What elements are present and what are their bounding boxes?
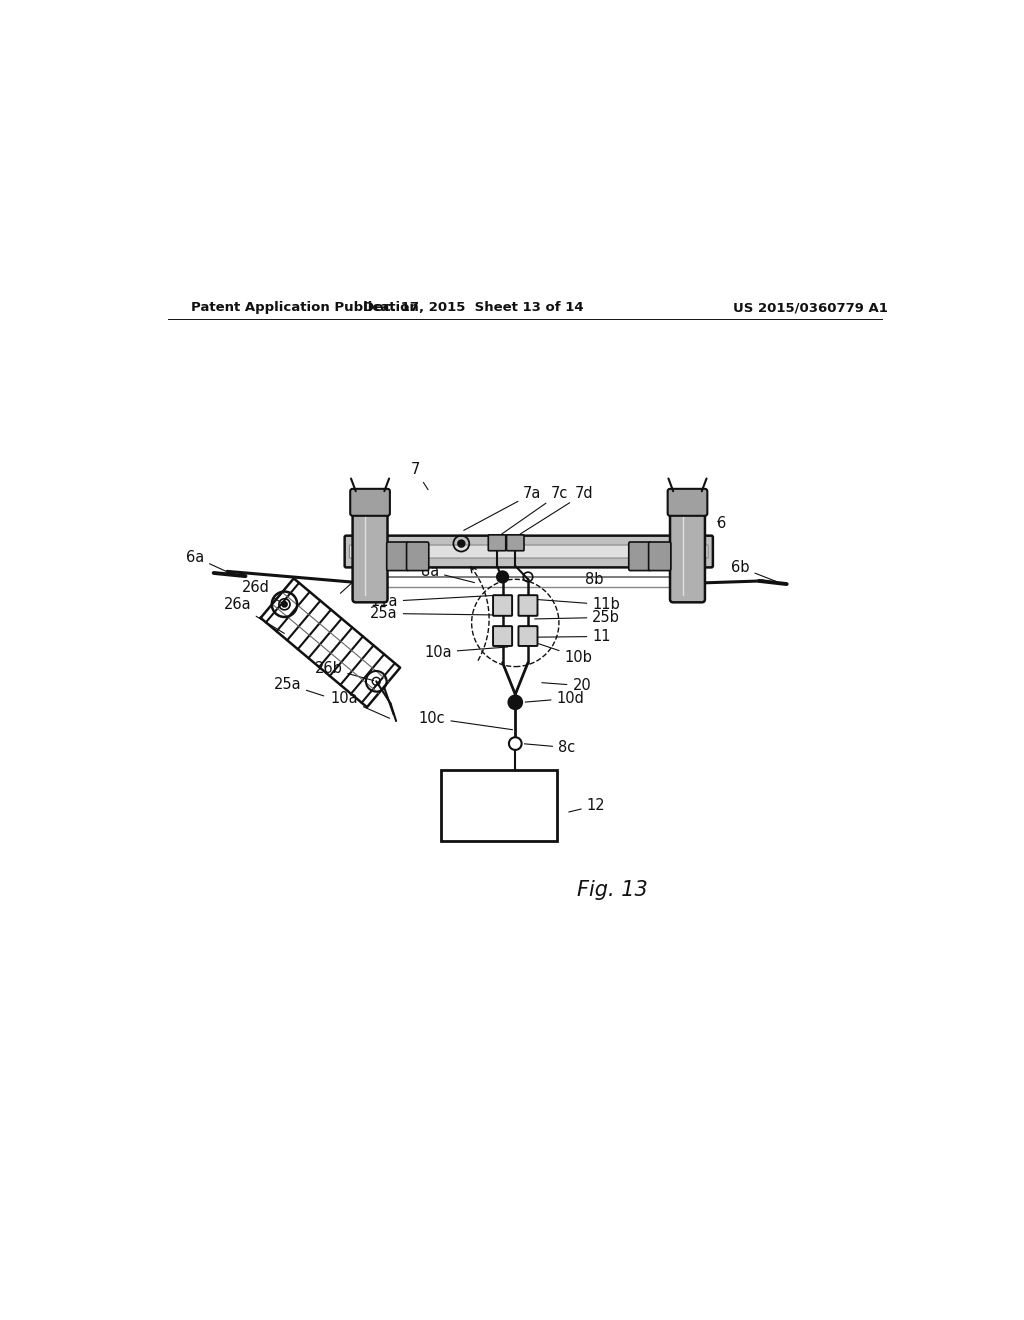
Circle shape	[282, 602, 287, 607]
FancyBboxPatch shape	[518, 626, 538, 645]
Text: 11: 11	[535, 628, 610, 644]
FancyBboxPatch shape	[350, 488, 390, 516]
Text: Patent Application Publication: Patent Application Publication	[191, 301, 419, 314]
Text: 20: 20	[542, 678, 591, 693]
Text: 10b: 10b	[539, 644, 592, 664]
Text: 8c: 8c	[524, 741, 575, 755]
FancyBboxPatch shape	[668, 488, 708, 516]
Text: 8a: 8a	[421, 564, 474, 582]
Text: Dec. 17, 2015  Sheet 13 of 14: Dec. 17, 2015 Sheet 13 of 14	[362, 301, 584, 314]
Text: 11a: 11a	[371, 594, 496, 609]
Text: 10d: 10d	[525, 690, 585, 706]
Text: 6: 6	[717, 516, 726, 531]
FancyBboxPatch shape	[352, 500, 387, 602]
Text: Fig. 13: Fig. 13	[577, 880, 647, 900]
Bar	[441, 770, 557, 841]
Text: 7a: 7a	[464, 486, 542, 531]
Text: 10c: 10c	[419, 710, 513, 730]
Text: 26c: 26c	[340, 557, 385, 593]
Text: US 2015/0360779 A1: US 2015/0360779 A1	[733, 301, 888, 314]
Circle shape	[458, 540, 465, 546]
Text: 7: 7	[411, 462, 428, 490]
Text: 25a: 25a	[371, 606, 496, 620]
Text: 6b: 6b	[731, 560, 776, 582]
FancyBboxPatch shape	[345, 536, 713, 568]
FancyBboxPatch shape	[407, 543, 429, 570]
FancyBboxPatch shape	[518, 595, 538, 616]
FancyBboxPatch shape	[488, 535, 506, 550]
Text: 26d: 26d	[242, 579, 282, 603]
FancyBboxPatch shape	[648, 543, 671, 570]
FancyBboxPatch shape	[349, 545, 709, 558]
FancyBboxPatch shape	[494, 626, 512, 645]
FancyBboxPatch shape	[494, 595, 512, 616]
Text: 7b: 7b	[684, 499, 702, 519]
Text: 8b: 8b	[585, 572, 603, 587]
Text: 26b: 26b	[314, 661, 374, 681]
FancyBboxPatch shape	[670, 500, 705, 602]
Text: 11b: 11b	[535, 597, 620, 612]
Circle shape	[509, 738, 521, 750]
Text: 10a: 10a	[331, 690, 389, 718]
Text: 10a: 10a	[424, 644, 508, 660]
Circle shape	[497, 572, 508, 582]
Circle shape	[508, 696, 522, 709]
Text: 26a: 26a	[223, 597, 285, 634]
FancyBboxPatch shape	[629, 543, 651, 570]
Text: 12: 12	[568, 799, 605, 813]
Text: 6a: 6a	[186, 549, 227, 572]
Text: 7c: 7c	[502, 486, 568, 535]
FancyBboxPatch shape	[387, 543, 409, 570]
Text: 25b: 25b	[535, 610, 621, 624]
Text: 25a: 25a	[273, 677, 324, 696]
Text: 7d: 7d	[520, 486, 594, 535]
FancyBboxPatch shape	[507, 535, 524, 550]
